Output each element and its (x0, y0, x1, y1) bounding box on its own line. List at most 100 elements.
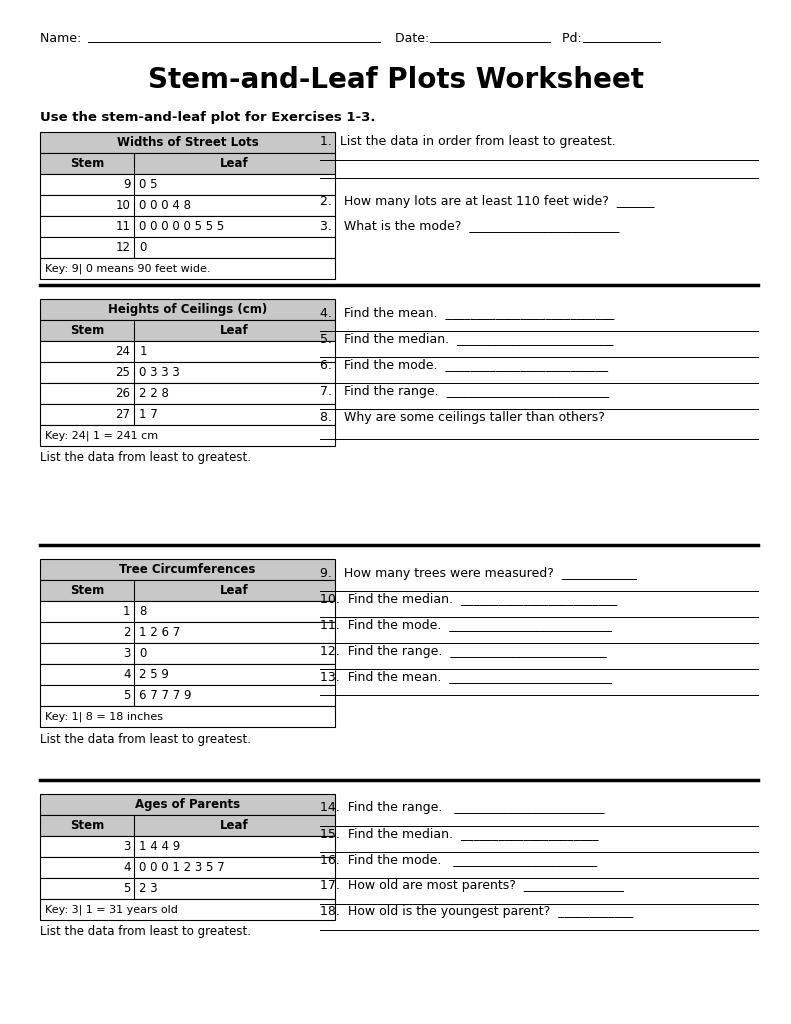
Bar (40, 362, 335, 383)
Text: 17.  How old are most parents?  ________________: 17. How old are most parents? __________… (320, 880, 624, 893)
Text: 1 2 6 7: 1 2 6 7 (139, 626, 180, 639)
Bar (40, 899, 335, 920)
Bar (40, 132, 335, 153)
Text: 3.   What is the mode?  ________________________: 3. What is the mode? ___________________… (320, 219, 619, 232)
Text: 2 2 8: 2 2 8 (139, 387, 169, 400)
Bar (40, 559, 335, 580)
Bar (40, 237, 335, 258)
Bar (40, 258, 335, 279)
Text: 11.  Find the mode.  __________________________: 11. Find the mode. _____________________… (320, 618, 612, 632)
Text: 1 4 4 9: 1 4 4 9 (139, 840, 180, 853)
Text: List the data from least to greatest.: List the data from least to greatest. (40, 732, 251, 745)
Text: 25: 25 (115, 366, 131, 379)
Text: Heights of Ceilings (cm): Heights of Ceilings (cm) (108, 303, 267, 316)
Text: 10: 10 (115, 199, 131, 212)
Text: 0: 0 (139, 647, 147, 660)
Text: 0 3 3 3: 0 3 3 3 (139, 366, 180, 379)
Text: 0 0 0 1 2 3 5 7: 0 0 0 1 2 3 5 7 (139, 861, 225, 874)
Bar (40, 706, 335, 727)
Text: Key: 3| 1 = 31 years old: Key: 3| 1 = 31 years old (45, 904, 178, 914)
Text: 1: 1 (139, 345, 147, 358)
Text: 0: 0 (139, 241, 147, 254)
Text: 5.   Find the median.  _________________________: 5. Find the median. ____________________… (320, 333, 613, 345)
Text: 18.  How old is the youngest parent?  ____________: 18. How old is the youngest parent? ____… (320, 905, 634, 919)
Bar (40, 685, 335, 706)
Text: 8: 8 (139, 605, 147, 618)
Bar (40, 857, 335, 878)
Bar (40, 878, 335, 899)
Text: Leaf: Leaf (221, 157, 249, 170)
Text: 6 7 7 7 9: 6 7 7 7 9 (139, 689, 192, 702)
Text: 1 7: 1 7 (139, 408, 158, 421)
Text: 2 3: 2 3 (139, 882, 158, 895)
Bar (40, 174, 335, 195)
Text: 13.  Find the mean.  __________________________: 13. Find the mean. _____________________… (320, 671, 612, 683)
Bar (40, 836, 335, 857)
Text: List the data from least to greatest.: List the data from least to greatest. (40, 452, 251, 465)
Bar (40, 216, 335, 237)
Text: Stem: Stem (70, 157, 104, 170)
Text: 12: 12 (115, 241, 131, 254)
Text: Pd:: Pd: (562, 32, 586, 44)
Text: 4: 4 (123, 668, 131, 681)
Text: Stem-and-Leaf Plots Worksheet: Stem-and-Leaf Plots Worksheet (147, 66, 644, 94)
Bar (40, 601, 335, 622)
Text: 5: 5 (123, 689, 131, 702)
Text: Stem: Stem (70, 819, 104, 831)
Text: 2.   How many lots are at least 110 feet wide?  ______: 2. How many lots are at least 110 feet w… (320, 196, 654, 209)
Text: 7.   Find the range.  __________________________: 7. Find the range. _____________________… (320, 384, 609, 397)
Text: 1.  List the data in order from least to greatest.: 1. List the data in order from least to … (320, 135, 615, 148)
Text: Name:: Name: (40, 32, 85, 44)
Text: 11: 11 (115, 220, 131, 233)
Text: 15.  Find the median.  ______________________: 15. Find the median. ___________________… (320, 827, 599, 841)
Text: 14.  Find the range.   ________________________: 14. Find the range. ____________________… (320, 802, 604, 814)
Text: 27: 27 (115, 408, 131, 421)
Text: 3: 3 (123, 647, 131, 660)
Text: 5: 5 (123, 882, 131, 895)
Text: Stem: Stem (70, 324, 104, 337)
Text: Key: 9| 0 means 90 feet wide.: Key: 9| 0 means 90 feet wide. (45, 263, 210, 273)
Text: 8.   Why are some ceilings taller than others?: 8. Why are some ceilings taller than oth… (320, 411, 605, 424)
Bar (40, 341, 335, 362)
Text: 9: 9 (123, 178, 131, 191)
Bar (40, 815, 335, 836)
Text: Key: 1| 8 = 18 inches: Key: 1| 8 = 18 inches (45, 712, 163, 722)
Text: 10.  Find the median.  _________________________: 10. Find the median. ___________________… (320, 593, 617, 605)
Bar (40, 794, 335, 815)
Text: 4.   Find the mean.  ___________________________: 4. Find the mean. ______________________… (320, 306, 615, 319)
Bar (40, 153, 335, 174)
Text: 2 5 9: 2 5 9 (139, 668, 169, 681)
Bar (40, 622, 335, 643)
Text: Widths of Street Lots: Widths of Street Lots (116, 136, 259, 150)
Text: 0 0 0 4 8: 0 0 0 4 8 (139, 199, 191, 212)
Text: Leaf: Leaf (221, 584, 249, 597)
Text: Date:: Date: (395, 32, 433, 44)
Text: 16.  Find the mode.   _______________________: 16. Find the mode. _____________________… (320, 853, 597, 866)
Bar (40, 383, 335, 404)
Text: 6.   Find the mode.  __________________________: 6. Find the mode. ______________________… (320, 358, 608, 372)
Text: Leaf: Leaf (221, 819, 249, 831)
Text: 9.   How many trees were measured?  ____________: 9. How many trees were measured? _______… (320, 566, 637, 580)
Text: 0 5: 0 5 (139, 178, 158, 191)
Bar (40, 664, 335, 685)
Bar (40, 299, 335, 319)
Text: Leaf: Leaf (221, 324, 249, 337)
Text: Key: 24| 1 = 241 cm: Key: 24| 1 = 241 cm (45, 430, 158, 440)
Text: 2: 2 (123, 626, 131, 639)
Bar (40, 319, 335, 341)
Text: 12.  Find the range.  _________________________: 12. Find the range. ____________________… (320, 644, 607, 657)
Text: Use the stem-and-leaf plot for Exercises 1-3.: Use the stem-and-leaf plot for Exercises… (40, 112, 376, 125)
Bar (40, 195, 335, 216)
Text: Stem: Stem (70, 584, 104, 597)
Text: 26: 26 (115, 387, 131, 400)
Text: Tree Circumferences: Tree Circumferences (119, 563, 255, 575)
Text: 1: 1 (123, 605, 131, 618)
Bar (40, 643, 335, 664)
Bar (40, 404, 335, 425)
Text: 4: 4 (123, 861, 131, 874)
Bar (40, 580, 335, 601)
Text: 24: 24 (115, 345, 131, 358)
Text: Ages of Parents: Ages of Parents (135, 798, 240, 811)
Text: List the data from least to greatest.: List the data from least to greatest. (40, 926, 251, 939)
Text: 0 0 0 0 0 5 5 5: 0 0 0 0 0 5 5 5 (139, 220, 225, 233)
